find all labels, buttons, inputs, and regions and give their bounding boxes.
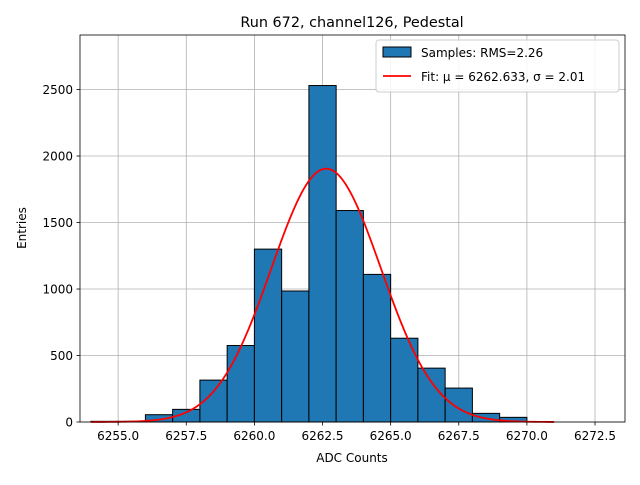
y-tick-label: 2000 (42, 150, 73, 164)
x-tick-label: 6257.5 (165, 429, 207, 443)
y-axis-ticks: 0 500 1000 1500 2000 2500 (42, 83, 80, 430)
legend-label-fit: Fit: μ = 6262.633, σ = 2.01 (421, 70, 585, 84)
histogram-bar (226, 345, 255, 423)
histogram-bar (281, 290, 310, 423)
legend: Samples: RMS=2.26 Fit: μ = 6262.633, σ =… (375, 39, 620, 93)
fit-curve-group (90, 167, 555, 423)
histogram-bar (253, 248, 283, 423)
axes-frame (79, 34, 626, 423)
x-axis-label: ADC Counts (316, 451, 388, 465)
y-tick-label: 2500 (42, 83, 73, 97)
y-tick-label: 1000 (42, 283, 73, 297)
x-tick-label: 6262.5 (302, 429, 344, 443)
y-axis-label: Entries (15, 207, 29, 249)
x-tick-label: 6272.5 (574, 429, 616, 443)
x-tick-label: 6265.0 (370, 429, 412, 443)
legend-label-samples: Samples: RMS=2.26 (421, 46, 543, 60)
histogram-bar (308, 85, 337, 423)
histogram-bar (335, 210, 364, 423)
legend-box (375, 39, 620, 93)
legend-histogram-swatch (382, 46, 412, 58)
x-tick-label: 6255.0 (97, 429, 139, 443)
chart-title: Run 672, channel126, Pedestal (240, 15, 463, 31)
histogram-bar (444, 387, 473, 423)
histogram-bar (362, 273, 392, 423)
x-tick-label: 6270.0 (506, 429, 548, 443)
x-axis-ticks: 6255.0 6257.5 6260.0 6262.5 6265.0 6267.5 6270… (97, 422, 616, 443)
x-tick-label: 6267.5 (438, 429, 480, 443)
fit-curve (90, 167, 555, 423)
y-tick-label: 1500 (42, 216, 73, 230)
y-tick-label: 0 (65, 416, 73, 430)
histogram-bars (90, 85, 528, 423)
x-tick-label: 6260.0 (233, 429, 275, 443)
y-tick-label: 500 (50, 349, 73, 363)
